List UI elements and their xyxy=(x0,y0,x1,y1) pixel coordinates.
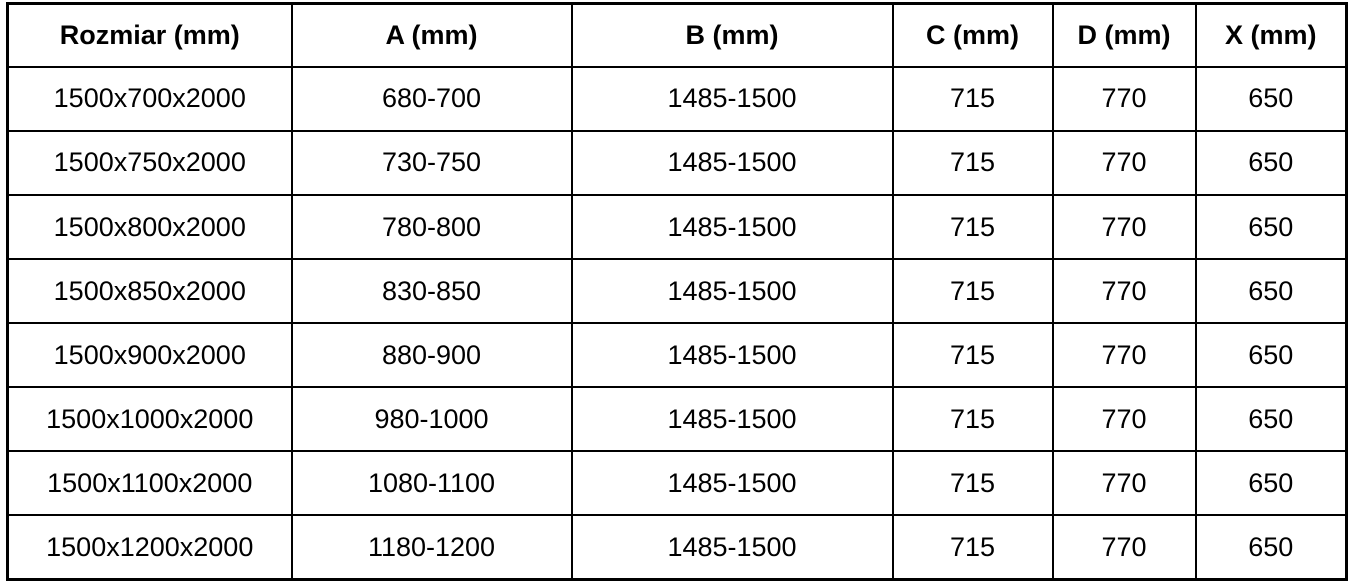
table-cell: 1500x1000x2000 xyxy=(6,386,293,453)
table-cell: 1180-1200 xyxy=(290,514,573,581)
table-cell: 650 xyxy=(1194,193,1348,260)
size-spec-table: Rozmiar (mm) A (mm) B (mm) C (mm) D (mm) X (m… xyxy=(6,2,1348,581)
column-header-d: D (mm) xyxy=(1051,2,1197,68)
table-cell: 650 xyxy=(1194,386,1348,453)
table-cell: 770 xyxy=(1051,514,1197,581)
table-cell: 1485-1500 xyxy=(570,65,894,132)
table-row: 1500x700x2000 680-700 1485-1500 715 770 650 xyxy=(6,65,1348,132)
table-cell: 1500x1100x2000 xyxy=(6,450,293,517)
table-cell: 770 xyxy=(1051,193,1197,260)
table-cell: 780-800 xyxy=(290,193,573,260)
table-cell: 650 xyxy=(1194,65,1348,132)
table-cell: 715 xyxy=(891,386,1054,453)
table-cell: 770 xyxy=(1051,450,1197,517)
column-header-x: X (mm) xyxy=(1194,2,1348,68)
table-cell: 1485-1500 xyxy=(570,386,894,453)
table-cell: 1485-1500 xyxy=(570,450,894,517)
column-header-b: B (mm) xyxy=(570,2,894,68)
table-row: 1500x1000x2000 980-1000 1485-1500 715 770 650 xyxy=(6,386,1348,453)
column-header-a: A (mm) xyxy=(290,2,573,68)
table-cell: 1485-1500 xyxy=(570,321,894,389)
table-cell: 770 xyxy=(1051,257,1197,325)
table-cell: 1485-1500 xyxy=(570,129,894,196)
table-cell: 715 xyxy=(891,129,1054,196)
table-cell: 770 xyxy=(1051,65,1197,132)
table-cell: 650 xyxy=(1194,514,1348,581)
table-cell: 715 xyxy=(891,193,1054,260)
table-cell: 730-750 xyxy=(290,129,573,196)
column-header-c: C (mm) xyxy=(891,2,1054,68)
table-cell: 715 xyxy=(891,257,1054,325)
size-spec-table-container: Rozmiar (mm) A (mm) B (mm) C (mm) D (mm) X (m… xyxy=(6,2,1348,581)
table-cell: 770 xyxy=(1051,321,1197,389)
table-row: 1500x1200x2000 1180-1200 1485-1500 715 770 65… xyxy=(6,514,1348,581)
table-cell: 680-700 xyxy=(290,65,573,132)
table-cell: 1500x900x2000 xyxy=(6,321,293,389)
table-cell: 715 xyxy=(891,514,1054,581)
table-cell: 980-1000 xyxy=(290,386,573,453)
table-cell: 770 xyxy=(1051,129,1197,196)
table-cell: 650 xyxy=(1194,257,1348,325)
table-cell: 1500x1200x2000 xyxy=(6,514,293,581)
table-cell: 650 xyxy=(1194,450,1348,517)
table-cell: 715 xyxy=(891,450,1054,517)
table-cell: 880-900 xyxy=(290,321,573,389)
table-cell: 830-850 xyxy=(290,257,573,325)
table-cell: 1500x850x2000 xyxy=(6,257,293,325)
table-header: Rozmiar (mm) A (mm) B (mm) C (mm) D (mm) X (m… xyxy=(6,2,1348,68)
table-cell: 1485-1500 xyxy=(570,193,894,260)
table-cell: 1080-1100 xyxy=(290,450,573,517)
table-cell: 715 xyxy=(891,65,1054,132)
table-header-row: Rozmiar (mm) A (mm) B (mm) C (mm) D (mm) X (m… xyxy=(6,2,1348,68)
table-cell: 1485-1500 xyxy=(570,257,894,325)
table-cell: 1500x700x2000 xyxy=(6,65,293,132)
table-row: 1500x850x2000 830-850 1485-1500 715 770 650 xyxy=(6,257,1348,325)
table-row: 1500x1100x2000 1080-1100 1485-1500 715 770 65… xyxy=(6,450,1348,517)
table-cell: 770 xyxy=(1051,386,1197,453)
table-body: 1500x700x2000 680-700 1485-1500 715 770 650 15… xyxy=(6,65,1348,581)
column-header-rozmiar: Rozmiar (mm) xyxy=(6,2,293,68)
table-cell: 1500x800x2000 xyxy=(6,193,293,260)
table-row: 1500x900x2000 880-900 1485-1500 715 770 650 xyxy=(6,321,1348,389)
table-cell: 1500x750x2000 xyxy=(6,129,293,196)
table-cell: 650 xyxy=(1194,321,1348,389)
table-row: 1500x750x2000 730-750 1485-1500 715 770 650 xyxy=(6,129,1348,196)
table-cell: 715 xyxy=(891,321,1054,389)
table-row: 1500x800x2000 780-800 1485-1500 715 770 650 xyxy=(6,193,1348,260)
table-cell: 1485-1500 xyxy=(570,514,894,581)
table-cell: 650 xyxy=(1194,129,1348,196)
